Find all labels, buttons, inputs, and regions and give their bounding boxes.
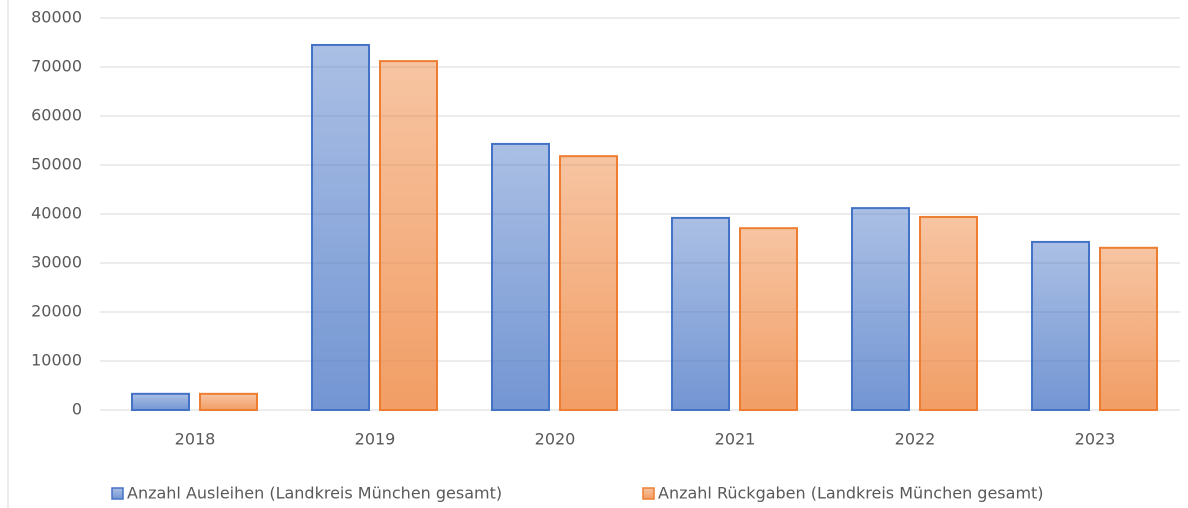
bar <box>311 43 370 411</box>
y-tick-label: 60000 <box>31 106 82 125</box>
x-tick-label: 2020 <box>535 430 576 449</box>
bar <box>199 392 258 411</box>
bar <box>491 142 550 411</box>
bar <box>739 227 798 411</box>
y-tick-label: 50000 <box>31 155 82 174</box>
y-tick-label: 20000 <box>31 302 82 321</box>
legend-swatch <box>642 487 655 500</box>
x-tick-label: 2023 <box>1075 430 1116 449</box>
y-tick-label: 0 <box>72 400 82 419</box>
y-tick-label: 30000 <box>31 253 82 272</box>
y-tick-label: 70000 <box>31 57 82 76</box>
bar <box>919 215 978 411</box>
y-tick-label: 80000 <box>31 8 82 27</box>
legend-label: Anzahl Rückgaben (Landkreis München gesa… <box>658 484 1044 503</box>
x-tick-label: 2018 <box>175 430 216 449</box>
bar <box>379 60 438 412</box>
bar <box>1031 240 1090 411</box>
y-tick-label: 10000 <box>31 351 82 370</box>
bar <box>131 392 190 411</box>
y-tick-label: 40000 <box>31 204 82 223</box>
legend-swatch <box>111 487 124 500</box>
bar <box>671 216 730 411</box>
x-tick-label: 2021 <box>715 430 756 449</box>
bar <box>851 207 910 411</box>
x-tick-label: 2019 <box>355 430 396 449</box>
bar <box>559 155 618 411</box>
legend-label: Anzahl Ausleihen (Landkreis München gesa… <box>127 484 502 503</box>
x-tick-label: 2022 <box>895 430 936 449</box>
bar <box>1099 246 1158 411</box>
